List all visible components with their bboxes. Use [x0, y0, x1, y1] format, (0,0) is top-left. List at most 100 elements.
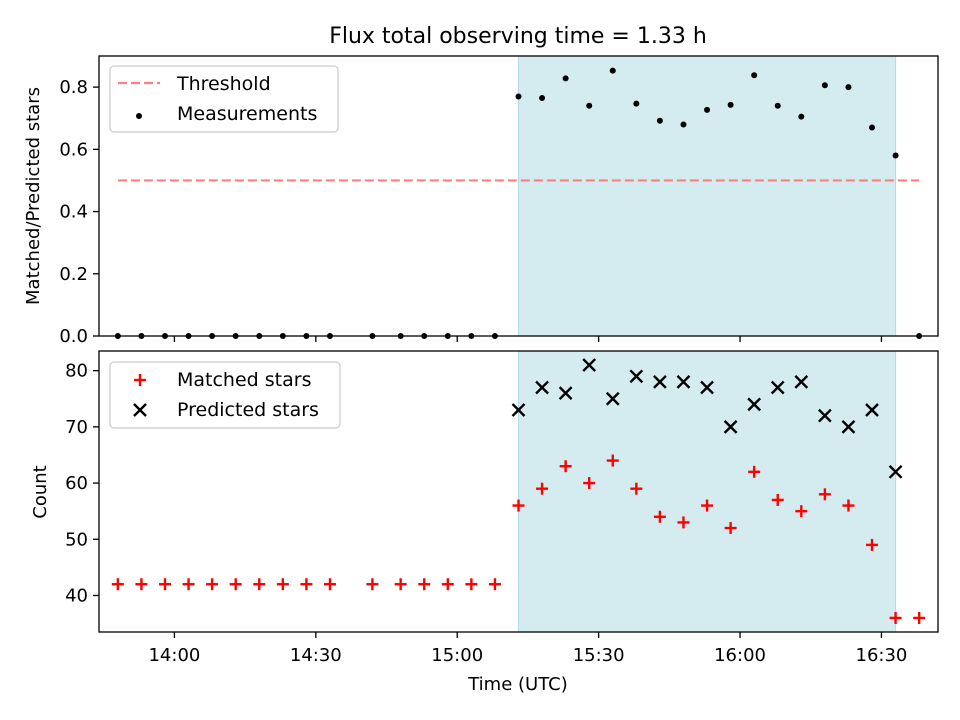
x-tick-label: 16:00 [714, 645, 766, 666]
measurement-point [562, 75, 569, 82]
matched-stars-point [630, 482, 643, 495]
matched-stars-point [724, 522, 737, 535]
matched-stars-point [606, 454, 619, 467]
y-tick-label: 80 [65, 361, 88, 382]
matched-stars-point [465, 578, 478, 591]
matched-stars-point [135, 578, 148, 591]
predicted-stars-point [605, 391, 620, 406]
bottom-plot-frame [98, 350, 939, 633]
measurement-point [798, 113, 805, 120]
matched-stars-point [253, 578, 266, 591]
top-panel: 0.00.20.40.60.8 Matched/Predicted stars … [23, 55, 939, 347]
matched-stars-point [842, 499, 855, 512]
y-tick-label: 0.4 [59, 202, 88, 223]
measurement-point [892, 152, 899, 159]
predicted-stars-point [582, 358, 597, 372]
predicted-stars-point [700, 380, 714, 395]
measurement-point [680, 121, 687, 128]
measurement-point [609, 67, 616, 74]
top-plot-frame [98, 55, 939, 337]
x-tick-label: 15:00 [431, 645, 483, 666]
matched-stars-point [701, 499, 714, 512]
predicted-stars-point [770, 380, 785, 395]
top-legend-box [109, 65, 339, 133]
y-tick-label: 0.2 [59, 264, 88, 285]
y-tick-label: 60 [65, 473, 88, 494]
matched-stars-point [677, 516, 690, 529]
predicted-stars-point [511, 403, 526, 417]
x-tick-label: 14:00 [148, 645, 200, 666]
matched-stars-point [583, 477, 596, 490]
matched-stars-point [795, 505, 808, 518]
x-tick-label: 15:30 [573, 645, 625, 666]
bottom-ylabel: Count [30, 465, 51, 518]
measurement-point [656, 117, 663, 124]
legend-matched-label: Matched stars [177, 369, 311, 391]
predicted-stars-point [535, 380, 549, 395]
matched-stars-point [418, 578, 431, 591]
matched-stars-point [366, 578, 379, 591]
legend-measurements-label: Measurements [177, 103, 317, 125]
predicted-stars-point [888, 464, 903, 479]
legend-measurements-swatch [136, 113, 142, 119]
measurement-point [727, 101, 734, 108]
matched-stars-point [276, 578, 289, 591]
matched-stars-point [206, 578, 219, 591]
bottom-legend: Matched stars Predicted stars [109, 361, 341, 429]
y-tick-label: 70 [65, 417, 88, 438]
legend-matched-marker [134, 374, 146, 386]
matched-stars-point [771, 493, 784, 506]
measurement-point [633, 100, 640, 107]
predicted-stars-point [794, 375, 809, 389]
predicted-stars-point [558, 386, 573, 400]
x-axis-title: Time (UTC) [467, 674, 568, 695]
matched-stars-point [512, 499, 525, 512]
matched-stars-point [889, 611, 902, 624]
predicted-stars-point [676, 375, 691, 389]
top-legend: Threshold Measurements [109, 65, 339, 133]
matched-stars-point [158, 578, 171, 591]
matched-stars-point [229, 578, 242, 591]
top-ylabel: Matched/Predicted stars [23, 87, 44, 305]
observing-window-shade [518, 56, 896, 336]
predicted-stars-point [865, 403, 879, 417]
matched-stars-point [394, 578, 407, 591]
legend-predicted-label: Predicted stars [177, 399, 319, 421]
matched-stars-point [300, 578, 313, 591]
measurement-point [586, 102, 593, 109]
matched-stars-point [441, 578, 454, 591]
measurement-point [845, 84, 852, 91]
predicted-stars-point [723, 420, 738, 434]
measurement-point [704, 106, 711, 113]
bottom-legend-box [109, 361, 341, 429]
legend-threshold-label: Threshold [176, 73, 271, 95]
predicted-stars-point [629, 369, 644, 384]
matched-stars-point [323, 578, 336, 591]
y-tick-label: 0.0 [59, 326, 88, 347]
measurement-point [774, 102, 781, 109]
legend-predicted-swatch [133, 403, 147, 417]
predicted-stars-point [841, 420, 856, 434]
measurement-point [515, 93, 522, 100]
matched-stars-point [559, 460, 572, 473]
y-tick-label: 0.8 [59, 77, 88, 98]
matched-stars-point [866, 538, 879, 551]
matched-stars-point [536, 482, 549, 495]
legend-matched-swatch [134, 374, 146, 386]
x-tick-label: 16:30 [856, 645, 908, 666]
measurement-point [751, 72, 758, 79]
chart-title: Flux total observing time = 1.33 h [329, 24, 707, 49]
matched-stars-point [182, 578, 195, 591]
y-tick-label: 0.6 [59, 139, 88, 160]
predicted-stars-point [747, 397, 762, 412]
matched-stars-point [748, 465, 761, 478]
predicted-stars-point [653, 375, 667, 389]
measurement-point [539, 95, 546, 101]
y-tick-label: 50 [65, 529, 88, 550]
measurement-point [869, 124, 876, 131]
matched-stars-point [653, 510, 666, 523]
bottom-panel: 40 50 60 70 80 14:00 14:30 15:00 15:30 16:00 16:3… [30, 350, 939, 695]
observing-window-shade [518, 351, 896, 632]
matched-stars-point [913, 611, 926, 624]
predicted-stars-point [818, 408, 832, 423]
